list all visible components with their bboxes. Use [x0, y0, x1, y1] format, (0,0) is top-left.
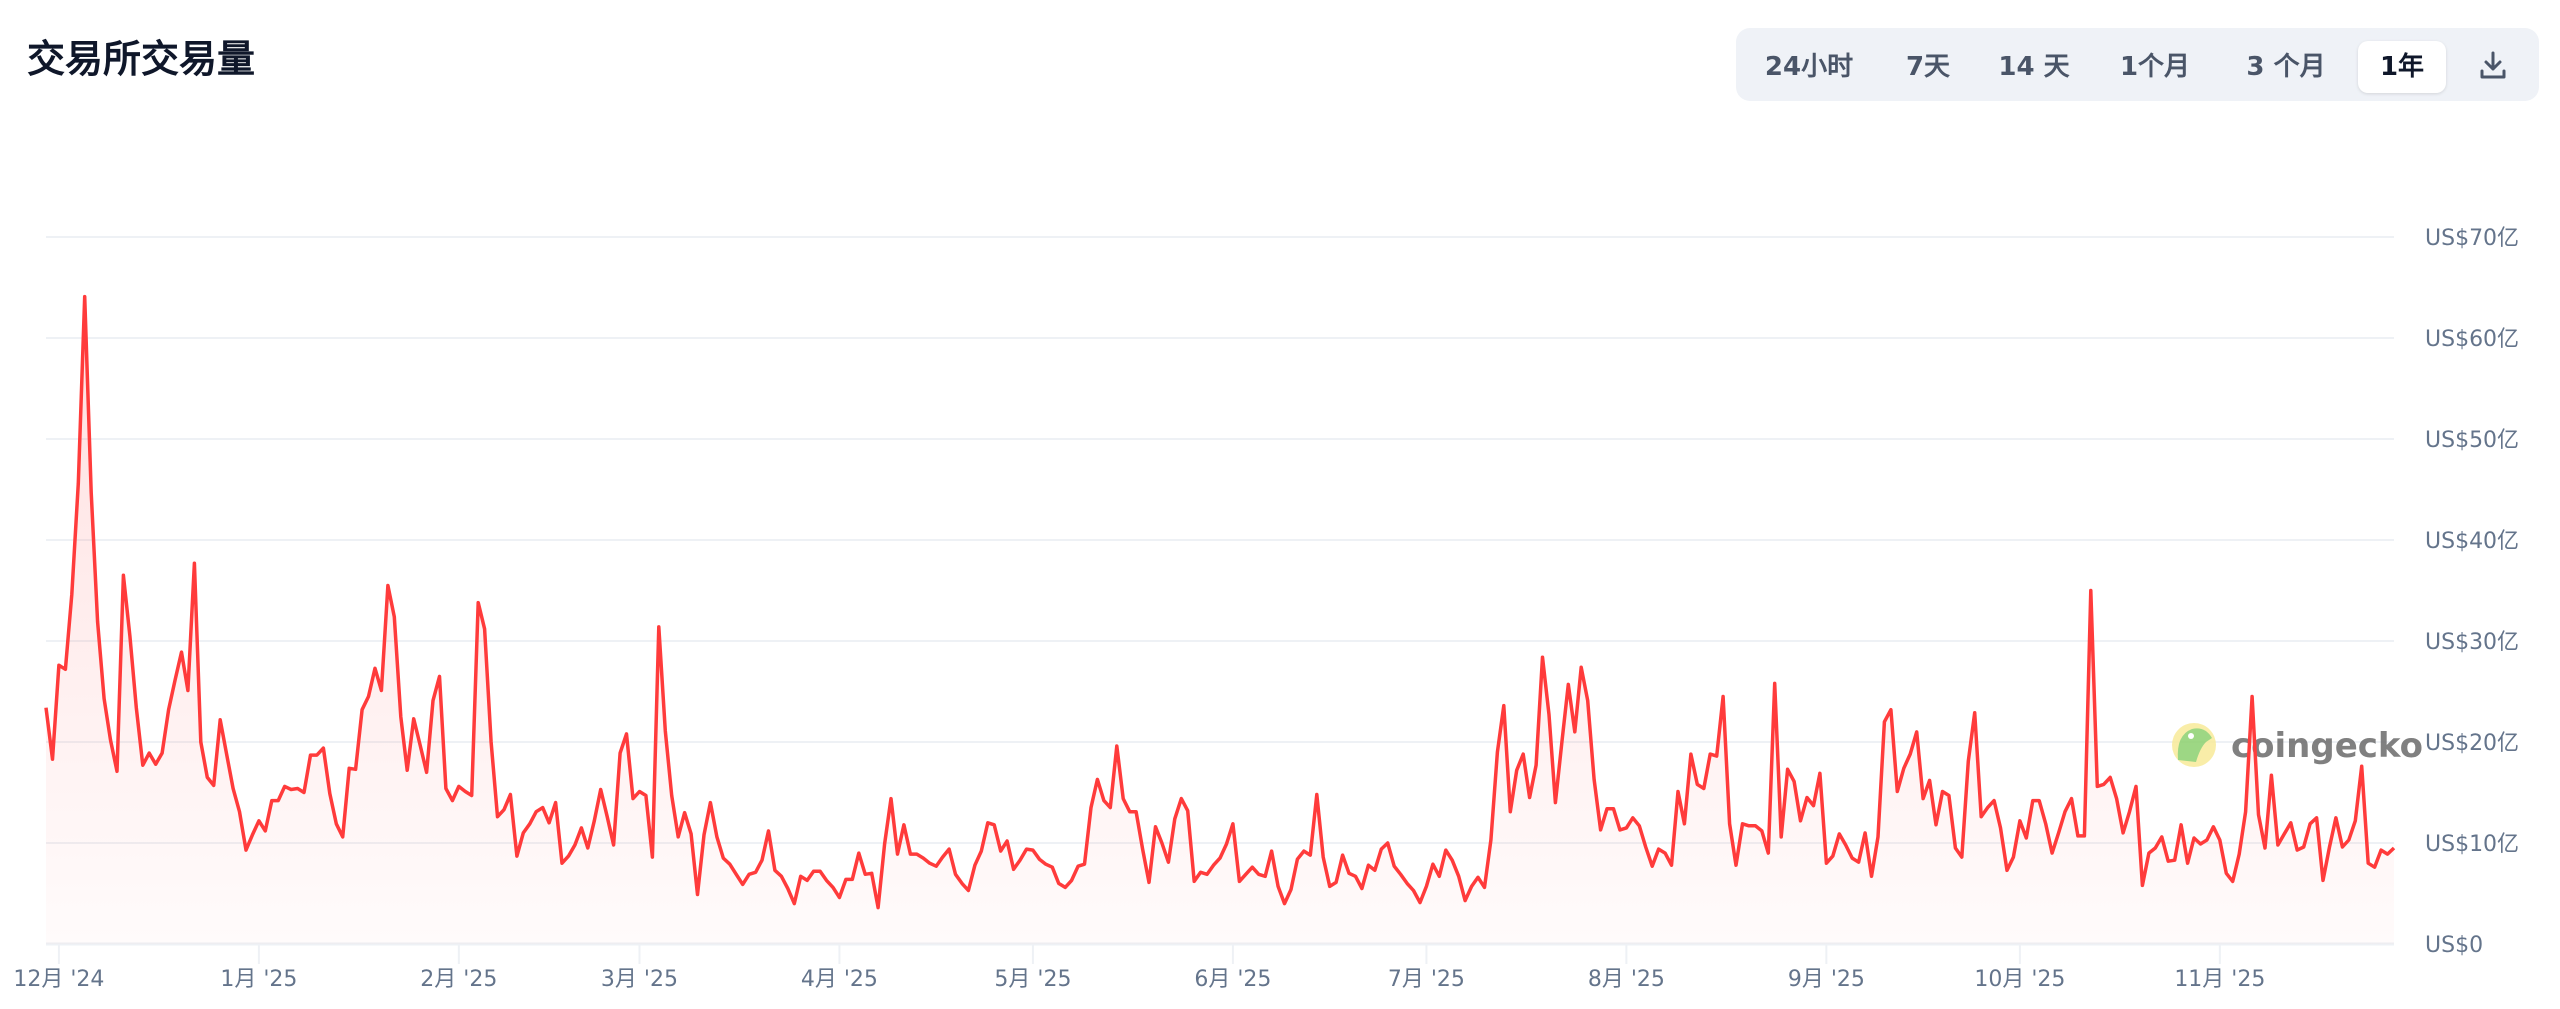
x-tick-label: 8月 '25	[1588, 967, 1665, 992]
y-tick-label: US$0	[2425, 933, 2483, 958]
range-7d-button[interactable]: 7天	[1905, 52, 1951, 82]
x-tick-label: 4月 '25	[801, 967, 878, 992]
x-tick-label: 5月 '25	[994, 967, 1071, 992]
page-title: 交易所交易量	[27, 37, 256, 81]
x-tick-label: 12月 '24	[13, 967, 104, 992]
download-icon	[2480, 51, 2506, 79]
range-1y-button[interactable]: 1年	[2358, 41, 2446, 93]
coingecko-watermark: coingecko	[2172, 723, 2423, 767]
y-tick-label: US$70亿	[2425, 226, 2519, 251]
y-tick-label: US$40亿	[2425, 529, 2519, 554]
x-tick-label: 2月 '25	[420, 967, 497, 992]
x-tick-label: 11月 '25	[2174, 967, 2265, 992]
x-tick-label: 9月 '25	[1788, 967, 1865, 992]
range-3m-button[interactable]: 3 个月	[2246, 52, 2326, 82]
range-24h-button[interactable]: 24小时	[1764, 52, 1854, 82]
data-points	[45, 296, 2395, 908]
y-tick-label: US$30亿	[2425, 630, 2519, 655]
coingecko-wordmark: coingecko	[2231, 726, 2423, 766]
y-tick-label: US$50亿	[2425, 428, 2519, 453]
x-axis: 12月 '24 1月 '25 2月 '25 3月 '25 4月 '25 5月 '25 6月 …	[13, 944, 2265, 992]
y-tick-label: US$60亿	[2425, 327, 2519, 352]
x-tick-label: 7月 '25	[1388, 967, 1465, 992]
volume-area-fill	[46, 296, 2394, 945]
time-range-selector: 24小时 7天 14 天 1个月 3 个月 1年	[1736, 28, 2539, 101]
x-tick-label: 10月 '25	[1974, 967, 2065, 992]
x-tick-label: 1月 '25	[220, 967, 297, 992]
x-tick-label: 6月 '25	[1194, 967, 1271, 992]
x-tick-label: 3月 '25	[601, 967, 678, 992]
download-button[interactable]	[2475, 47, 2511, 83]
range-14d-button[interactable]: 14 天	[1998, 52, 2070, 82]
range-1m-button[interactable]: 1个月	[2119, 52, 2191, 82]
y-tick-label: US$20亿	[2425, 731, 2519, 756]
y-axis: US$0 US$10亿 US$20亿 US$30亿 US$40亿 US$50亿 US$60亿…	[2425, 226, 2519, 958]
y-tick-label: US$10亿	[2425, 832, 2519, 857]
